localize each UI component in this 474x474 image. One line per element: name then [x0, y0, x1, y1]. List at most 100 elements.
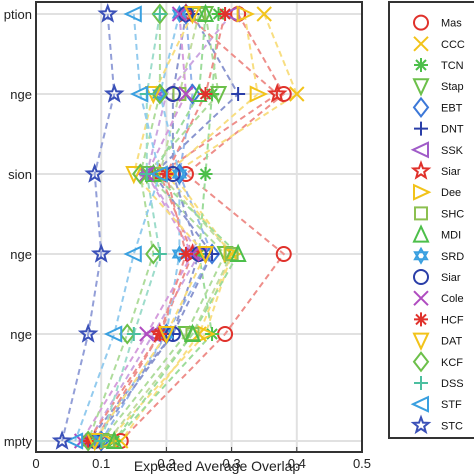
legend-label-12: Siar [441, 272, 461, 284]
series-lines [61, 13, 299, 442]
y-tick-label: sion [8, 167, 32, 182]
data-point-17-5 [94, 434, 109, 448]
series-line-2 [113, 13, 220, 442]
legend-label-16: KCF [441, 357, 463, 369]
legend-marker-17 [414, 376, 428, 390]
data-point-19-0 [97, 3, 119, 23]
x-tick-label: 0.5 [353, 456, 371, 471]
plot-frame [35, 1, 363, 453]
data-point-11-3 [171, 245, 188, 263]
legend-marker-6 [410, 141, 429, 159]
y-tick-label: nge [10, 327, 32, 342]
data-point-14-4 [152, 327, 167, 341]
series-line-7 [93, 13, 279, 442]
series-line-15 [93, 13, 207, 442]
data-point-1-1 [289, 86, 305, 102]
data-point-10-0 [196, 3, 215, 22]
series-line-11 [93, 13, 181, 442]
data-point-14-1 [198, 87, 213, 101]
data-point-15-3 [196, 246, 215, 265]
legend-marker-4 [412, 96, 430, 119]
series-line-4 [100, 13, 214, 442]
data-point-2-2 [198, 167, 213, 181]
data-point-18-4 [103, 325, 123, 343]
legend-label-4: EBT [441, 102, 463, 114]
legend-label-17: DSS [441, 378, 464, 390]
legend-label-6: SSK [441, 145, 464, 157]
legend-label-13: Cole [441, 293, 464, 305]
series-line-8 [106, 13, 259, 442]
legend-label-0: Mas [441, 18, 462, 30]
legend-label-1: CCC [441, 39, 465, 51]
data-point-16-2 [132, 163, 149, 185]
data-point-5-1 [231, 87, 246, 101]
y-tick-labels: ption nge sion nge nge mpty [4, 7, 33, 449]
legend-marker-14 [414, 312, 428, 327]
data-point-14-0 [218, 7, 233, 21]
legend-label-11: SRD [441, 251, 464, 263]
legend-label-9: SHC [441, 208, 464, 220]
data-point-1-0 [256, 6, 272, 22]
legend-marker-12 [413, 269, 429, 285]
legend-label-2: TCN [441, 60, 464, 72]
legend-marker-9 [414, 206, 428, 221]
legend-marker-13 [413, 290, 429, 306]
x-tick-label: 0.1 [92, 456, 110, 471]
data-point-18-5 [64, 432, 84, 450]
series-line-6 [87, 13, 233, 442]
data-point-0-1 [275, 86, 292, 102]
data-point-16-0 [151, 3, 169, 25]
data-point-8-0 [236, 5, 256, 23]
legend-marker-2 [414, 58, 428, 72]
data-point-4-3 [203, 243, 221, 265]
data-point-8-1 [249, 85, 269, 103]
data-point-13-4 [139, 326, 155, 342]
data-point-19-5 [51, 430, 73, 450]
series-line-10 [113, 13, 240, 442]
legend-label-7: Siar [441, 166, 461, 178]
legend-box [388, 1, 474, 439]
data-point-15-4 [157, 326, 175, 345]
data-point-15-2 [125, 166, 143, 185]
legend: Mas CCC TCN Stap EBT DNT SSK Siar Dee SHC MDI SRD Si… [388, 1, 474, 439]
data-point-19-1 [103, 83, 125, 103]
data-point-19-2 [84, 163, 106, 183]
data-point-16-3 [145, 243, 162, 265]
legend-label-10: MDI [441, 230, 461, 242]
data-point-16-4 [119, 323, 136, 345]
legend-marker-3 [412, 78, 430, 97]
legend-marker-19 [410, 414, 432, 435]
x-tick-label: 0.4 [288, 456, 306, 471]
legend-label-18: STF [441, 399, 462, 411]
x-tick-labels: 0 0.1 0.2 0.3 0.4 0.5 [32, 447, 371, 471]
data-point-18-1 [129, 85, 149, 103]
data-point-14-5 [81, 434, 96, 448]
y-tick-label: ption [4, 7, 32, 22]
data-point-10-3 [229, 243, 247, 262]
legend-marker-5 [414, 121, 428, 136]
data-point-2-3 [192, 247, 206, 261]
legend-marker-1 [413, 36, 429, 52]
data-point-7-1 [266, 83, 288, 103]
legend-label-3: Stap [441, 81, 464, 93]
data-point-17-3 [152, 247, 167, 261]
y-tick-label: mpty [4, 434, 33, 449]
data-point-17-0 [152, 7, 167, 21]
legend-label-8: Dee [441, 187, 461, 199]
data-point-17-4 [126, 327, 141, 341]
y-tick-label: nge [10, 247, 32, 262]
data-point-10-4 [183, 323, 202, 342]
series-line-19 [61, 13, 116, 442]
series-line-12 [93, 13, 201, 442]
series-line-18 [74, 13, 161, 442]
legend-marker-11 [413, 246, 429, 265]
legend-marker-7 [410, 160, 432, 180]
data-point-18-3 [123, 245, 142, 263]
data-point-19-4 [77, 323, 99, 343]
data-point-18-0 [123, 5, 142, 23]
series-markers [51, 3, 305, 452]
series-line-14 [87, 13, 227, 442]
legend-label-14: HCF [441, 314, 464, 326]
y-tick-label: nge [10, 87, 32, 102]
